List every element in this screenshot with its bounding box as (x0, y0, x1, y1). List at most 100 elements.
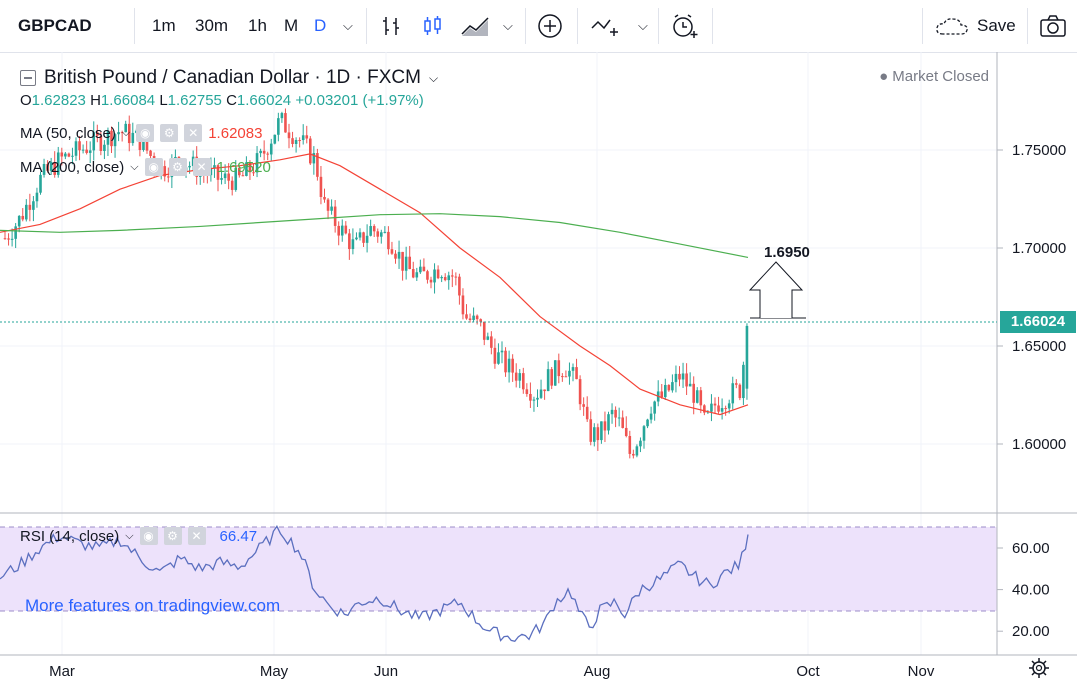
candle (330, 199, 333, 215)
candle-body (81, 149, 85, 151)
candle (269, 138, 273, 161)
interval-day[interactable]: D (314, 16, 327, 35)
ma200-value: 1.69520 (216, 158, 271, 176)
candle-body (124, 123, 127, 133)
candle (529, 382, 532, 408)
add-indicator-icon[interactable] (537, 0, 563, 52)
tradingview-watermark[interactable]: More features on tradingview.com (25, 596, 281, 615)
candle-body (443, 277, 447, 281)
candle (35, 187, 39, 208)
chevron-down-icon[interactable]: ⌵ (130, 160, 139, 173)
candle-body (653, 401, 656, 414)
interval-month[interactable]: M (284, 16, 299, 35)
candle-body (550, 369, 553, 386)
interval-30m[interactable]: 30m (195, 16, 229, 35)
time-tick-label: Mar (49, 663, 75, 680)
chevron-down-icon[interactable]: ⌵ (428, 70, 439, 85)
settings-gear-icon[interactable]: ⚙ (163, 527, 182, 545)
candle (408, 245, 411, 270)
compare-icon[interactable] (590, 0, 622, 52)
remove-close-icon[interactable]: ✕ (187, 527, 206, 545)
candle-body (607, 414, 610, 431)
price-tick-label: 1.65000 (1012, 338, 1066, 355)
candle-body (3, 238, 7, 240)
rsi-legend[interactable]: RSI (14, close) ⌵ ◉ ⚙ ✕ 66.47 (20, 527, 257, 545)
candle (710, 394, 713, 422)
chevron-down-icon[interactable]: ⌵ (503, 18, 513, 33)
candle (543, 389, 546, 400)
candle (685, 363, 688, 395)
candle (738, 383, 742, 401)
candle (518, 369, 522, 389)
alert-clock-icon[interactable] (670, 0, 700, 52)
candle-body (475, 315, 479, 320)
candle-body (397, 251, 401, 259)
candle (3, 231, 7, 240)
candle (550, 366, 553, 390)
candle-body (230, 180, 234, 190)
candle-body (440, 277, 443, 279)
candle (493, 338, 497, 369)
up-arrow-annotation (748, 261, 804, 318)
candle-body (301, 135, 305, 141)
ma200-legend[interactable]: MA (200, close) ⌵ ◉ ⚙ ✕ 1.69520 (20, 158, 271, 176)
chevron-down-icon[interactable]: ⌵ (638, 18, 648, 33)
candle (298, 137, 301, 148)
candle-body (685, 373, 688, 387)
candle-body (632, 453, 635, 456)
settings-gear-icon[interactable]: ⚙ (168, 158, 187, 176)
visibility-eye-icon[interactable]: ◉ (136, 124, 155, 142)
camera-icon[interactable] (1039, 0, 1067, 52)
chevron-down-icon[interactable]: ⌵ (121, 126, 131, 139)
candle-body (110, 130, 113, 147)
candle-body (727, 403, 731, 409)
candle-body (291, 138, 294, 144)
candle-body (536, 397, 539, 400)
candle-body (319, 176, 323, 197)
remove-close-icon[interactable]: ✕ (184, 124, 203, 142)
candle (358, 228, 362, 241)
settings-gear-icon[interactable]: ⚙ (160, 124, 179, 142)
chevron-down-icon[interactable]: ⌵ (343, 18, 353, 33)
symbol-legend[interactable]: British Pound / Canadian Dollar · 1D · F… (20, 67, 438, 89)
visibility-eye-icon[interactable]: ◉ (144, 158, 163, 176)
rsi-label: RSI (14, close) (20, 527, 120, 545)
candle (106, 127, 110, 156)
candle-body (681, 373, 685, 380)
candle-body (223, 173, 227, 179)
candle (277, 112, 280, 142)
candle (32, 196, 35, 222)
candle (394, 250, 397, 264)
candle (383, 226, 387, 234)
interval-1m[interactable]: 1m (152, 16, 176, 35)
ma50-value: 1.62083 (208, 124, 263, 142)
visibility-eye-icon[interactable]: ◉ (139, 527, 158, 545)
save-button[interactable]: Save (935, 0, 1016, 52)
remove-close-icon[interactable]: ✕ (192, 158, 211, 176)
candle-body (394, 253, 397, 259)
candle-body (639, 440, 642, 447)
bars-chart-type-icon[interactable] (380, 0, 404, 52)
area-chart-type-icon[interactable] (460, 0, 490, 52)
candle (67, 152, 71, 158)
candle (419, 259, 422, 274)
candle-body (14, 226, 17, 239)
candle-body (561, 376, 564, 378)
candle-body (504, 350, 507, 373)
collapse-legend-icon[interactable] (20, 70, 36, 86)
rsi-line (0, 525, 749, 643)
interval-1h[interactable]: 1h (248, 16, 267, 35)
candle (585, 396, 589, 422)
candle-body (539, 389, 543, 398)
candle (628, 430, 632, 459)
candle-body (145, 137, 149, 151)
candle (724, 405, 727, 416)
ma50-legend[interactable]: MA (50, close) ⌵ ◉ ⚙ ✕ 1.62083 (20, 124, 262, 142)
chevron-down-icon[interactable]: ⌵ (125, 529, 134, 542)
candles-chart-type-icon[interactable] (421, 0, 445, 52)
toolbar-divider (134, 8, 135, 44)
symbol-search[interactable]: GBPCAD (18, 16, 92, 35)
candle (280, 111, 284, 123)
candle (575, 358, 578, 380)
candle (312, 146, 316, 175)
